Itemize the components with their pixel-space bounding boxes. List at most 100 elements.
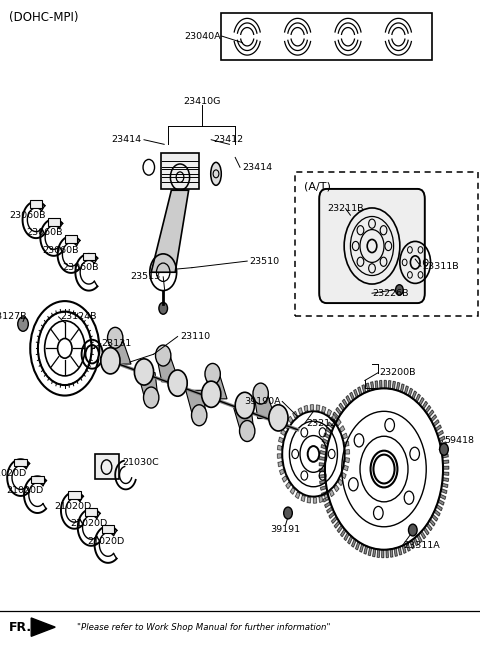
Text: 23412: 23412 (214, 135, 244, 144)
Polygon shape (327, 507, 333, 513)
Text: (DOHC-MPI): (DOHC-MPI) (9, 10, 78, 24)
Polygon shape (441, 448, 447, 452)
Polygon shape (307, 497, 311, 503)
Text: 23311A: 23311A (403, 541, 440, 550)
Circle shape (284, 507, 292, 519)
Circle shape (18, 317, 28, 331)
Polygon shape (380, 380, 382, 388)
Polygon shape (346, 449, 349, 454)
Circle shape (101, 348, 120, 374)
Polygon shape (319, 463, 325, 466)
Polygon shape (345, 458, 349, 462)
Polygon shape (366, 383, 370, 392)
Polygon shape (360, 544, 364, 552)
Polygon shape (337, 525, 343, 533)
Text: (A/T): (A/T) (304, 181, 331, 192)
Bar (162, 177, 198, 182)
Text: 39190A: 39190A (244, 397, 281, 406)
Polygon shape (351, 539, 356, 547)
Text: 23311B: 23311B (422, 262, 459, 271)
Polygon shape (322, 491, 328, 496)
Circle shape (202, 381, 221, 407)
Polygon shape (422, 401, 427, 409)
Polygon shape (442, 454, 448, 458)
Bar (14, 459, 27, 466)
Bar (31, 476, 44, 483)
Polygon shape (440, 494, 445, 499)
Polygon shape (441, 489, 447, 493)
Polygon shape (206, 374, 227, 399)
Text: 21020D: 21020D (6, 486, 43, 495)
Bar (95, 454, 119, 479)
Circle shape (396, 285, 403, 295)
Polygon shape (334, 485, 339, 491)
Polygon shape (288, 417, 293, 423)
Polygon shape (320, 451, 326, 455)
Polygon shape (425, 405, 431, 413)
Bar (48, 218, 60, 226)
Polygon shape (377, 549, 380, 558)
Polygon shape (394, 548, 397, 556)
Polygon shape (345, 441, 349, 446)
Circle shape (205, 363, 220, 384)
Polygon shape (402, 545, 406, 553)
Text: 23060B: 23060B (43, 246, 79, 255)
Polygon shape (333, 412, 339, 419)
Polygon shape (325, 502, 331, 508)
Circle shape (253, 383, 268, 404)
Polygon shape (301, 495, 305, 501)
Polygon shape (435, 425, 441, 431)
Polygon shape (431, 415, 436, 422)
Bar (162, 169, 198, 174)
Circle shape (192, 405, 207, 426)
Text: 21020D: 21020D (87, 537, 125, 546)
Polygon shape (280, 469, 284, 475)
Polygon shape (304, 405, 308, 411)
Polygon shape (319, 497, 323, 502)
Text: 23513: 23513 (131, 272, 161, 281)
Polygon shape (423, 527, 429, 535)
Polygon shape (406, 543, 410, 551)
Polygon shape (293, 411, 298, 418)
Polygon shape (404, 386, 408, 394)
Polygon shape (443, 472, 449, 475)
Text: 23200B: 23200B (379, 368, 416, 377)
Polygon shape (439, 436, 445, 441)
Polygon shape (343, 400, 348, 407)
Text: FR.: FR. (9, 621, 32, 634)
Polygon shape (329, 512, 335, 518)
Text: 23226B: 23226B (372, 289, 408, 298)
Text: 21020D: 21020D (0, 469, 26, 478)
Polygon shape (332, 414, 336, 420)
Text: 23410G: 23410G (183, 97, 220, 106)
Polygon shape (443, 466, 449, 469)
Circle shape (134, 359, 154, 385)
Polygon shape (156, 356, 179, 382)
Polygon shape (437, 430, 443, 436)
Polygon shape (335, 521, 340, 528)
Polygon shape (328, 422, 334, 428)
Polygon shape (346, 396, 351, 403)
Bar (102, 525, 114, 533)
Polygon shape (31, 618, 55, 636)
Polygon shape (319, 469, 325, 472)
Polygon shape (313, 498, 317, 503)
Polygon shape (354, 390, 358, 398)
Polygon shape (290, 487, 295, 494)
Text: 23060B: 23060B (62, 263, 98, 272)
Circle shape (269, 405, 288, 431)
Polygon shape (358, 387, 362, 395)
Polygon shape (151, 190, 189, 272)
Polygon shape (338, 479, 343, 485)
Polygon shape (428, 410, 433, 417)
Polygon shape (393, 381, 395, 390)
Polygon shape (419, 398, 424, 405)
Polygon shape (432, 514, 438, 521)
Polygon shape (339, 403, 345, 411)
Polygon shape (373, 548, 375, 557)
Bar (30, 200, 42, 208)
Circle shape (108, 327, 123, 348)
Polygon shape (329, 490, 334, 497)
Bar (221, 13, 432, 60)
Polygon shape (400, 384, 404, 392)
